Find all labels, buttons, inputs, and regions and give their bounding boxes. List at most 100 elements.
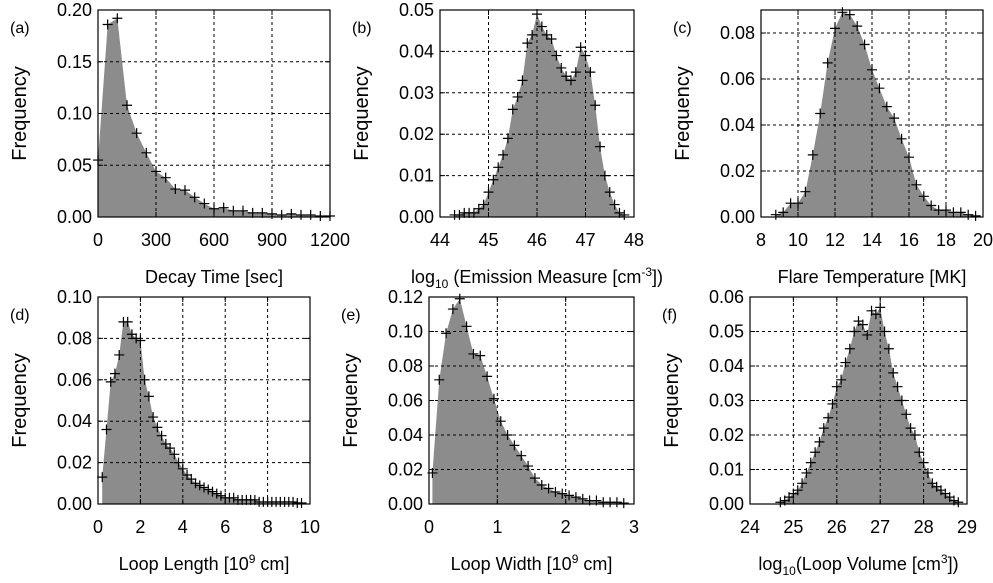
x-axis-label-suffix: cm] <box>578 554 612 574</box>
x-tick-label: 4 <box>178 517 188 537</box>
data-point-marker <box>447 304 458 315</box>
data-point-marker <box>105 376 116 387</box>
data-point-marker <box>454 293 465 304</box>
data-point-marker <box>550 486 561 497</box>
data-point-marker <box>557 488 568 499</box>
x-tick-label: 20 <box>973 230 993 250</box>
data-point-marker <box>135 335 146 346</box>
data-point-marker <box>852 21 863 32</box>
data-point-marker <box>502 430 513 440</box>
data-point-marker <box>619 209 630 220</box>
data-point-marker <box>207 486 218 497</box>
data-point-marker <box>805 457 816 468</box>
data-point-marker <box>896 133 907 144</box>
data-point-marker <box>570 492 581 503</box>
panel-b: 44 45 46 47 48 0.00 0.01 0.02 0.03 0.04 0.05 (b) Fre… <box>351 0 663 291</box>
data-point-marker <box>247 207 258 218</box>
y-tick-label: 0.08 <box>388 356 423 376</box>
data-point-marker <box>211 488 222 499</box>
y-tick-label: 0.06 <box>709 287 744 307</box>
x-axis-label: Decay Time [sec] <box>145 267 283 287</box>
x-axis-label: Loop Width [109 cm] <box>451 552 613 574</box>
panel-c: 8 10 12 14 16 18 20 0.00 0.02 0.04 0.06 0.08 (c) Freq… <box>672 7 993 287</box>
data-point-marker <box>797 478 808 489</box>
x-axis-label-main: Loop Length [10 <box>119 554 249 574</box>
x-tick-label: 8 <box>263 517 273 537</box>
data-point-marker <box>483 187 494 198</box>
y-tick-label: 0.00 <box>57 494 92 514</box>
data-point-marker <box>478 199 489 210</box>
data-point-marker <box>126 329 137 340</box>
data-point-marker <box>215 490 226 501</box>
panel-d: 0 2 4 6 8 10 0.00 0.02 0.04 0.06 0.08 0.10 (d) Freque… <box>9 287 320 574</box>
x-tick-label: 28 <box>914 517 934 537</box>
data-point-marker <box>874 83 885 94</box>
x-tick-label: 48 <box>624 230 644 250</box>
plot-frame <box>97 296 311 505</box>
data-point-marker <box>870 309 881 320</box>
data-point-marker <box>296 209 306 220</box>
data-point-marker <box>818 423 829 434</box>
data-point-marker <box>180 185 190 196</box>
data-point-marker <box>296 497 307 508</box>
x-tick-label: 900 <box>257 230 287 250</box>
x-axis-label-main: Loop Width [10 <box>451 554 572 574</box>
x-tick-label: 0 <box>424 517 434 537</box>
y-tick-label: 0.08 <box>57 328 92 348</box>
data-point-marker <box>507 104 518 115</box>
x-axis-label-superscript: 9 <box>249 552 256 566</box>
y-axis-label: Frequency <box>672 66 694 161</box>
data-point-marker <box>914 447 925 458</box>
data-point-marker <box>97 472 108 483</box>
y-tick-label: 0.00 <box>709 494 744 514</box>
y-axis-label: Frequency <box>351 66 373 161</box>
x-tick-label: 24 <box>740 517 760 537</box>
x-tick-label: 2 <box>561 517 571 537</box>
x-axis-label-superscript: 3 <box>941 552 948 566</box>
data-point-marker <box>199 482 209 493</box>
data-point-marker <box>830 23 840 34</box>
data-point-marker <box>565 75 576 86</box>
y-tick-label: 0.05 <box>399 0 434 20</box>
panel-label: (e) <box>341 307 361 324</box>
y-tick-label: 0.00 <box>388 494 423 514</box>
data-point-marker <box>575 42 586 53</box>
data-point-marker <box>522 38 533 49</box>
data-point-marker <box>800 186 811 197</box>
data-point-marker <box>523 461 534 472</box>
data-point-marker <box>529 473 540 484</box>
data-point-marker <box>441 328 452 339</box>
data-point-marker <box>889 113 900 124</box>
data-point-marker <box>926 200 937 211</box>
data-point-marker <box>827 398 838 409</box>
data-point-marker <box>775 497 786 508</box>
y-axis-label: Frequency <box>9 66 31 161</box>
data-point-marker <box>249 494 260 505</box>
x-axis-label-subscript: 10 <box>782 564 796 578</box>
panel-e: 0 1 2 3 0.00 0.02 0.04 0.06 0.08 0.10 0.12 (e) Frequ… <box>340 287 639 574</box>
y-tick-label: 0.06 <box>57 370 92 390</box>
data-point-marker <box>305 209 316 220</box>
x-axis-label-suffix: ]) <box>948 554 959 574</box>
data-point-marker <box>238 205 248 216</box>
data-point-marker <box>160 438 171 449</box>
data-point-marker <box>595 141 606 152</box>
x-axis-label: log10(Loop Volume [cm3]) <box>758 552 958 578</box>
data-point-marker <box>173 457 184 468</box>
data-point-marker <box>288 496 299 507</box>
x-tick-label: 10 <box>788 230 808 250</box>
data-point-marker <box>527 29 538 40</box>
data-point-marker <box>461 321 472 332</box>
data-point-marker <box>849 326 860 337</box>
y-tick-label: 0.04 <box>57 411 92 431</box>
data-point-marker <box>918 457 929 468</box>
x-axis-label: log10 (Emission Measure [cm-3]) <box>411 265 663 291</box>
y-tick-label: 0.00 <box>399 207 434 227</box>
x-axis-label-subscript: 10 <box>435 277 449 291</box>
y-axis-label: Frequency <box>9 353 31 448</box>
x-tick-label: 25 <box>783 517 803 537</box>
data-point-marker <box>228 492 239 503</box>
data-point-marker <box>580 50 591 61</box>
y-tick-label: 0.04 <box>399 41 434 61</box>
